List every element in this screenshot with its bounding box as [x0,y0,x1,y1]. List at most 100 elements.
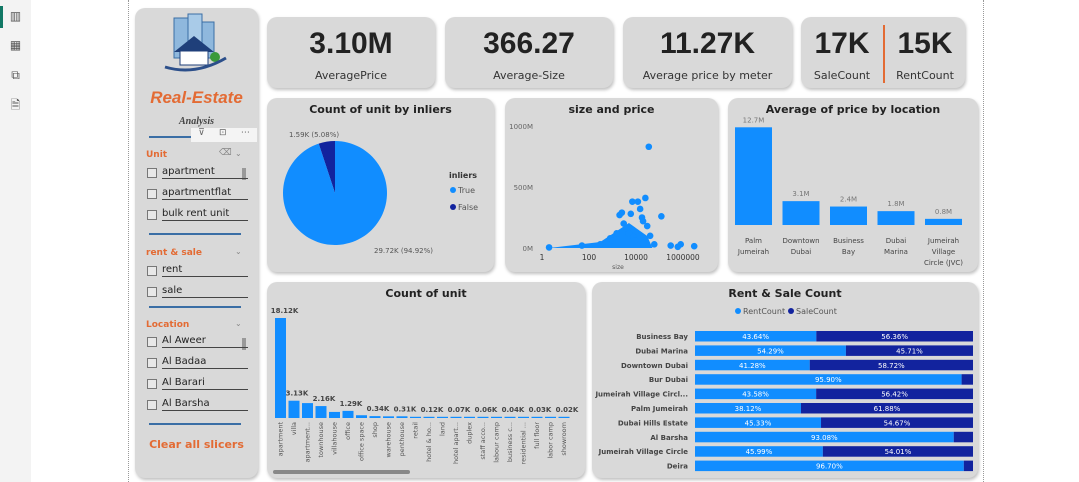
scatter-point [645,143,653,151]
kpi-value: 366.27 [483,27,575,60]
kpi-value: 15K [897,27,953,60]
divider [149,423,241,425]
option-label: bulk rent unit [162,208,248,221]
checkbox[interactable] [147,337,157,347]
scatter-point [690,242,698,250]
more-options-icon[interactable]: ⋯ [240,128,250,138]
bar-sale [816,331,973,342]
location-option[interactable]: Al Barsha [147,398,248,414]
data-label: 0.8M [935,208,952,216]
data-label: 0.12K [421,406,444,414]
unit-count-bar-chart: 18.12K apartment 3.13K villa apartment... 2.1… [271,307,579,464]
category-label: office [344,422,352,440]
scrollbar[interactable] [242,338,246,350]
focus-mode-icon[interactable]: ⊡ [219,128,227,138]
bar [491,416,502,418]
chevron-down-icon[interactable]: ⌄ [235,247,242,256]
bar [437,416,448,418]
checkbox[interactable] [147,168,157,178]
data-label-sale: 61.88% [874,405,901,413]
dax-query-icon[interactable]: 🗎 [10,98,21,112]
option-label: apartment [162,166,248,179]
bar [450,416,462,418]
category-label: hotel apart... [452,422,460,464]
data-label: 3.1M [792,190,809,198]
table-view-icon[interactable]: ▦ [9,38,22,52]
checkbox[interactable] [147,400,157,410]
divider [149,306,241,308]
bar-sale [822,446,973,457]
filter-icon[interactable]: ⊽ [198,128,205,138]
chevron-down-icon[interactable]: ⌄ [235,319,242,328]
active-view-indicator [0,6,3,28]
bar-sale [961,374,973,385]
bar [342,410,354,418]
bar-rent [695,359,810,371]
bar [464,416,475,418]
pie-label-false: 1.59K (5.08%) [289,131,339,139]
scatter-point [618,209,626,216]
checkbox[interactable] [147,287,157,297]
data-label: 1.8M [887,200,904,208]
scatter-point [620,220,628,227]
checkbox[interactable] [147,358,157,368]
kpi-label: RentCount [896,69,954,82]
category-label: staff acco... [479,422,487,460]
legend-title: inliers [449,171,477,180]
chart-title: Average of price by location [765,103,941,116]
category-label: Palm [745,237,762,245]
checkbox[interactable] [147,189,157,199]
bar-rent [695,417,822,428]
bar [477,416,489,418]
scatter-point [545,244,553,251]
unit-option[interactable]: apartment [147,166,248,182]
data-label-sale: 56.36% [881,333,908,341]
rent-sale-option[interactable]: rent [147,264,248,280]
data-label-sale: 58.72% [878,362,905,370]
checkbox[interactable] [147,379,157,389]
chevron-down-icon[interactable]: ⌄ [235,149,242,158]
bar-sale [816,388,973,400]
category-label: Jumeirah Village Circl... [594,391,688,399]
category-label: villahouse [331,422,339,455]
unit-option[interactable]: bulk rent unit [147,208,248,224]
checkbox[interactable] [147,266,157,276]
model-view-icon[interactable]: ⧉ [11,68,20,82]
location-option[interactable]: Al Badaa [147,356,248,372]
location-option[interactable]: Al Aweer [147,335,248,351]
scatter-point [631,237,639,244]
scrollbar[interactable] [242,168,246,180]
category-label: townhouse [317,422,325,458]
chart-title: Count of unit [385,287,467,300]
category-label: hotel & ho... [425,422,433,462]
location-option[interactable]: Al Barari [147,377,248,393]
bar-rent [695,331,817,342]
bar [735,127,772,225]
category-label: penthouse [398,422,406,456]
report-view-icon[interactable]: ▥ [9,9,22,23]
kpi-counts-card: 17K SaleCount 15K RentCount [801,17,965,88]
rent-sale-option[interactable]: sale [147,285,248,301]
unit-option[interactable]: apartmentflat [147,187,248,203]
scatter-point [636,205,644,213]
category-label: Marina [884,248,908,256]
option-label: rent [162,264,248,277]
bar-sale [800,403,973,414]
scatter-point [658,212,665,220]
pie-slice-false [318,141,335,193]
clear-all-slicers-button[interactable]: Clear all slicers [149,438,244,451]
scatter-point [643,222,651,230]
location-price-bar-chart: 12.7M Palm Jumeirah 3.1M Downtown Dubai 2.4M Bu… [735,116,963,267]
eraser-icon[interactable]: ⌫ [219,148,232,158]
kpi-label: AveragePrice [314,69,387,82]
checkbox[interactable] [147,210,157,220]
category-label: villa [290,422,298,435]
rent-sale-stacked-bar-chart: RentCount SaleCount Business Bay 43.64% 56.3… [594,307,973,472]
data-label: 0.31K [394,405,417,413]
data-label-rent: 93.08% [811,434,838,442]
scatter-chart-card: size and price 0M 500M 1000M 1 100 10000 10000… [505,98,718,272]
bar [830,206,867,225]
rent-sale-chart-card: Rent & Sale Count RentCount SaleCount Busi… [592,282,978,478]
horizontal-scrollbar[interactable] [273,470,410,474]
scatter-point [639,239,647,247]
